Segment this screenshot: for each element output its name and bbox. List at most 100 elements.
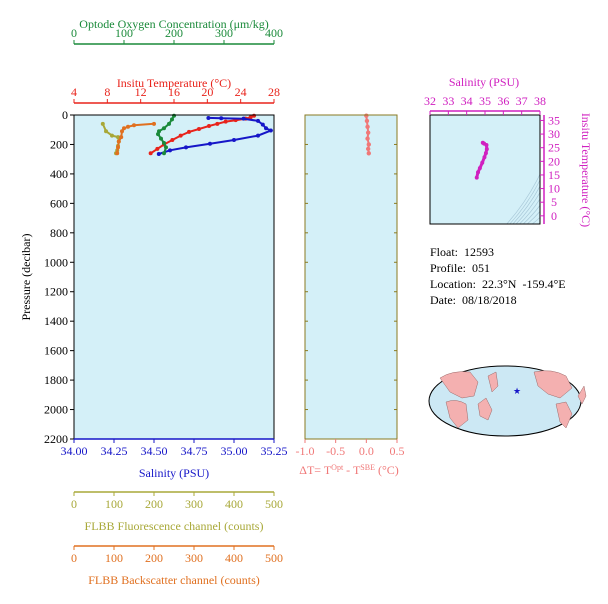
delta-t-point xyxy=(365,124,370,129)
ts-salinity-tick-label: 32 xyxy=(424,94,436,108)
backscatter-tick-label: 400 xyxy=(225,551,243,565)
pressure-tick-label: 1200 xyxy=(44,285,68,299)
delta-t-tick-label: 0.0 xyxy=(359,444,374,458)
oxygen-point xyxy=(167,121,171,126)
backscatter-point xyxy=(116,139,121,144)
profile-label: Profile: xyxy=(430,261,466,275)
temperature-point xyxy=(248,115,253,120)
fluorescence-tick-label: 200 xyxy=(145,497,163,511)
salinity-axis-label: Salinity (PSU) xyxy=(139,466,209,480)
fluorescence-tick-label: 0 xyxy=(71,497,77,511)
salinity-point xyxy=(206,115,211,120)
fluorescence-tick-label: 500 xyxy=(265,497,283,511)
backscatter-point xyxy=(115,151,120,156)
temperature-point xyxy=(148,151,153,156)
pressure-tick-label: 1000 xyxy=(44,255,68,269)
oxygen-axis-label: Optode Oxygen Concentration (μm/kg) xyxy=(79,17,268,31)
backscatter-tick-label: 0 xyxy=(71,551,77,565)
ts-temperature-tick-label: 20 xyxy=(548,154,560,168)
salinity-point xyxy=(264,126,268,131)
density-contour xyxy=(518,198,540,224)
backscatter-point xyxy=(132,123,136,128)
temperature-point xyxy=(207,124,211,129)
salinity-point xyxy=(184,145,188,150)
delta-t-point xyxy=(366,151,371,156)
float-label: Float: xyxy=(430,245,459,259)
fluorescence-tick-label: 100 xyxy=(105,497,123,511)
temperature-axis-label: Insitu Temperature (°C) xyxy=(117,76,231,90)
ts-salinity-tick-label: 35 xyxy=(479,94,491,108)
pressure-tick-label: 1800 xyxy=(44,373,68,387)
temperature-point xyxy=(155,146,160,151)
fluorescence-point xyxy=(116,135,120,140)
ts-salinity-tick-label: 36 xyxy=(497,94,509,108)
oxygen-point xyxy=(156,132,160,137)
ts-point xyxy=(483,151,488,156)
main-profile-panel: 0 200 400 600 800 1000 1200 1400 1600 1800 2000 220… xyxy=(19,108,275,446)
delta-t-tick-label: -0.5 xyxy=(326,444,345,458)
oxygen-tick-label: 0 xyxy=(71,26,77,40)
pressure-tick-label: 2000 xyxy=(44,403,68,417)
temperature-point xyxy=(170,138,175,143)
salinity-tick-label: 34.25 xyxy=(101,444,128,458)
backscatter-point xyxy=(119,135,124,140)
fluorescence-point xyxy=(110,133,114,138)
pressure-tick-label: 1600 xyxy=(44,344,68,358)
pressure-tick-label: 600 xyxy=(50,196,68,210)
ts-point xyxy=(476,170,481,175)
pressure-tick-label: 0 xyxy=(62,108,68,122)
date-row: Date: 08/18/2018 xyxy=(430,292,566,308)
backscatter-tick-label: 200 xyxy=(145,551,163,565)
oxygen-tick-label: 200 xyxy=(165,26,183,40)
ts-temperature-axis-label: Insitu Temperature (°C) xyxy=(579,113,593,227)
temperature-point xyxy=(197,126,201,131)
density-contour xyxy=(526,210,540,224)
oxygen-point xyxy=(164,145,168,150)
float-value: 12593 xyxy=(464,245,495,259)
delta-t-point xyxy=(365,146,371,152)
profile-row: Profile: 051 xyxy=(430,260,566,276)
delta-t-point xyxy=(366,142,371,147)
star-icon: ★ xyxy=(513,386,521,396)
ts-temperature-tick-label: 35 xyxy=(548,113,560,127)
delta-t-plot-background xyxy=(305,115,397,439)
oxygen-point xyxy=(162,126,166,131)
ts-salinity-axis-label: Salinity (PSU) xyxy=(449,75,519,89)
density-contour xyxy=(531,216,540,224)
density-contour xyxy=(509,179,540,224)
density-contour xyxy=(522,204,540,224)
delta-t-point xyxy=(365,130,371,135)
delta-t-point xyxy=(364,118,370,124)
ts-point xyxy=(477,166,482,171)
temperature-tick-label: 28 xyxy=(268,85,280,99)
fluorescence-tick-label: 400 xyxy=(225,497,243,511)
oxygen-tick-label: 400 xyxy=(265,26,283,40)
salinity-tick-label: 34.75 xyxy=(181,444,208,458)
pressure-tick-label: 200 xyxy=(50,137,68,151)
temperature-tick-label: 24 xyxy=(235,85,247,99)
temperature-tick-label: 20 xyxy=(201,85,213,99)
delta-t-point xyxy=(364,113,369,118)
salinity-point xyxy=(208,141,212,146)
ts-salinity-tick-label: 37 xyxy=(516,94,528,108)
backscatter-tick-label: 500 xyxy=(265,551,283,565)
delta-t-plot-frame xyxy=(304,114,398,440)
salinity-tick-label: 34.00 xyxy=(61,444,88,458)
oxygen-point xyxy=(159,136,163,141)
backscatter-tick-label: 100 xyxy=(105,551,123,565)
map-land xyxy=(439,370,587,429)
salinity-point xyxy=(241,116,246,121)
pressure-axis-label: Pressure (decibar) xyxy=(19,234,33,321)
salinity-point xyxy=(156,152,161,157)
delta-t-tick-label: 0.5 xyxy=(390,444,405,458)
salinity-point xyxy=(168,148,172,153)
salinity-tick-label: 35.00 xyxy=(221,444,248,458)
delta-t-axis-label: ΔT= TOpt - TSBE (°C) xyxy=(299,463,399,478)
salinity-point xyxy=(256,133,260,138)
ts-temperature-tick-label: 30 xyxy=(548,127,560,141)
oxygen-tick-label: 300 xyxy=(215,26,233,40)
salinity-point xyxy=(268,128,273,133)
